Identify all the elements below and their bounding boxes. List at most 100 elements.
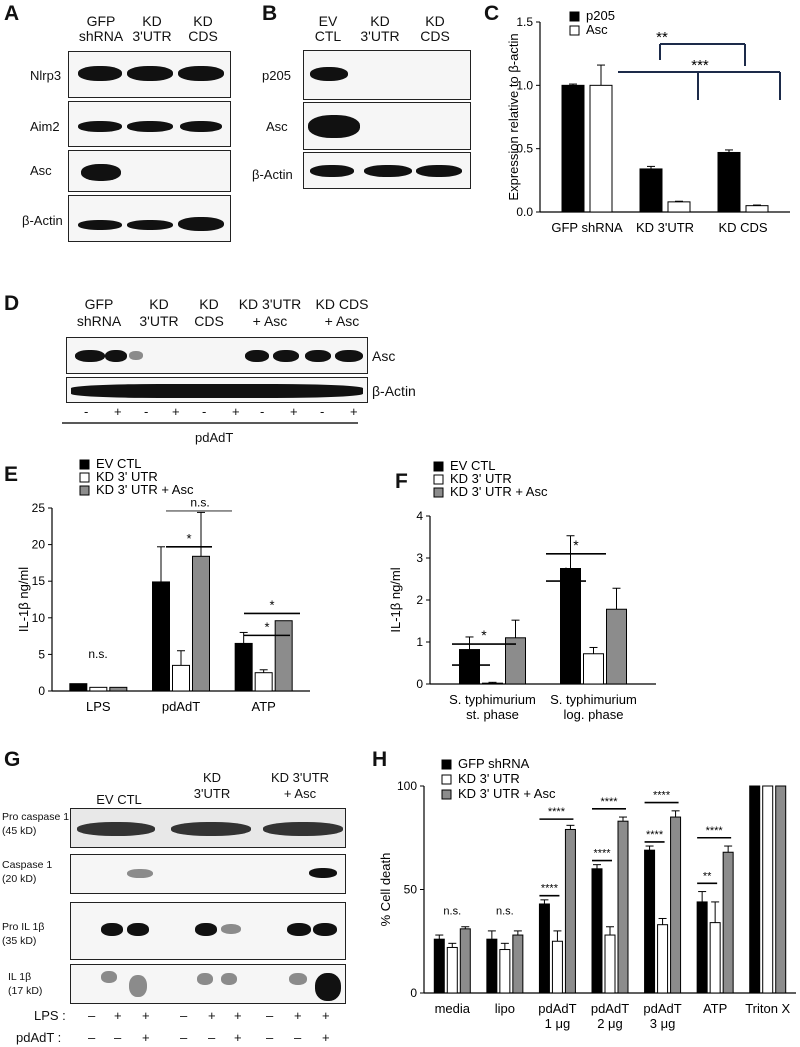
- bar: [696, 901, 708, 994]
- significance-label: *: [468, 648, 474, 664]
- bar: [564, 828, 576, 994]
- bar: [717, 151, 741, 213]
- legend-swatch: [569, 25, 580, 36]
- significance-label: *: [563, 564, 569, 580]
- panel-label-d: D: [4, 292, 20, 315]
- x-tick-label: pdAdT: [538, 1001, 576, 1016]
- treatment-sign: -: [260, 404, 265, 419]
- lps-sign: +: [294, 1008, 302, 1023]
- bar: [583, 653, 604, 685]
- treatment-sign: -: [84, 404, 89, 419]
- blot-strip: [66, 337, 368, 374]
- blot-strip: [70, 854, 346, 894]
- pdadt-sign: +: [234, 1030, 242, 1045]
- bar: [486, 938, 498, 994]
- legend-swatch: [79, 459, 90, 470]
- bar: [433, 938, 445, 994]
- bar: [551, 940, 563, 994]
- y-tick-label: 20: [32, 538, 46, 552]
- x-tick-label: 3 μg: [650, 1016, 676, 1031]
- treatment-sign: +: [114, 404, 122, 419]
- blot-row-label: Aim2: [30, 119, 60, 134]
- legend-swatch: [441, 759, 452, 770]
- bar: [644, 849, 656, 994]
- significance-label: *: [269, 597, 274, 612]
- blot-lane-label: KD 3'UTR + Asc: [270, 770, 330, 801]
- treatment-sign: +: [290, 404, 298, 419]
- blot-strip: [70, 964, 346, 1004]
- y-tick-label: 10: [32, 611, 46, 625]
- legend-label: KD 3' UTR + Asc: [458, 786, 556, 801]
- bar: [192, 555, 210, 692]
- significance-label: ****: [653, 790, 671, 802]
- treatment-sign: -: [144, 404, 149, 419]
- x-tick-label: KD CDS: [718, 220, 767, 235]
- treatment-label: pdAdT: [195, 430, 234, 445]
- x-tick-label: S. typhimurium: [550, 692, 637, 707]
- blot-lane-label: KD CDS: [194, 296, 224, 329]
- pdadt-label: pdAdT :: [16, 1030, 62, 1045]
- pdadt-sign: +: [142, 1030, 150, 1045]
- panel-label-e: E: [4, 463, 19, 486]
- treatment-sign: -: [202, 404, 207, 419]
- y-tick-label: 0.0: [516, 205, 533, 219]
- blot-row-label: p205: [262, 68, 291, 83]
- blot-strip: [68, 51, 231, 98]
- bar: [538, 903, 550, 994]
- legend-swatch: [569, 11, 580, 22]
- blot-lane-label: EV CTL: [96, 792, 142, 807]
- y-axis-label: IL-1β ng/ml: [16, 567, 31, 632]
- y-axis-label: % Cell death: [378, 853, 393, 927]
- significance-label: ****: [646, 829, 664, 841]
- bar: [172, 664, 190, 692]
- panel-label-b: B: [262, 2, 278, 25]
- bar: [775, 785, 787, 994]
- blot-row-label: Asc: [372, 348, 396, 364]
- x-tick-label: media: [435, 1001, 471, 1016]
- bar: [745, 205, 769, 213]
- y-tick-label: 0.5: [516, 142, 533, 156]
- bar: [667, 201, 691, 213]
- lps-sign: +: [114, 1008, 122, 1023]
- y-tick-label: 25: [32, 501, 46, 515]
- blot-lane-label: KD 3'UTR: [193, 770, 231, 801]
- bar: [722, 851, 734, 994]
- y-tick-label: 100: [397, 779, 417, 793]
- y-tick-label: 1.0: [516, 78, 533, 92]
- y-tick-label: 0: [38, 684, 45, 698]
- panel-label-a: A: [4, 2, 20, 25]
- blot-lane-label: KD 3'UTR: [139, 296, 179, 329]
- blot-lane-label: KD 3'UTR + Asc: [238, 296, 302, 329]
- blot-strip: [303, 50, 471, 100]
- lps-sign: –: [180, 1008, 188, 1023]
- x-tick-label: lipo: [495, 1001, 515, 1016]
- significance-label: ****: [541, 883, 559, 895]
- significance-label: n.s.: [496, 905, 514, 917]
- blot-row-label: IL 1β (17 kD): [8, 971, 43, 997]
- blot-strip: [303, 102, 471, 150]
- y-tick-label: 0: [416, 677, 423, 691]
- pdadt-sign: –: [114, 1030, 122, 1045]
- x-tick-label: LPS: [86, 699, 111, 714]
- x-tick-label: ATP: [703, 1001, 727, 1016]
- bar: [459, 928, 471, 994]
- pdadt-sign: –: [88, 1030, 96, 1045]
- y-tick-label: 2: [416, 593, 423, 607]
- legend-label: KD 3' UTR + Asc: [450, 484, 548, 499]
- blot-strip: [68, 195, 231, 242]
- blot-lane-label: GFP shRNA: [78, 13, 124, 44]
- panel-label-h: H: [372, 748, 388, 771]
- x-tick-label: pdAdT: [162, 699, 200, 714]
- significance-label: n.s.: [190, 496, 209, 510]
- significance-label: ***: [691, 57, 709, 74]
- blot-row-label: β-Actin: [22, 213, 63, 228]
- bar: [709, 922, 721, 994]
- significance-label: *: [481, 627, 487, 643]
- lps-sign: +: [142, 1008, 150, 1023]
- y-tick-label: 1.5: [516, 15, 533, 29]
- y-tick-label: 5: [38, 647, 45, 661]
- bar: [639, 168, 663, 213]
- blot-lane-label: KD 3'UTR: [132, 13, 172, 44]
- x-tick-label: log. phase: [564, 707, 624, 722]
